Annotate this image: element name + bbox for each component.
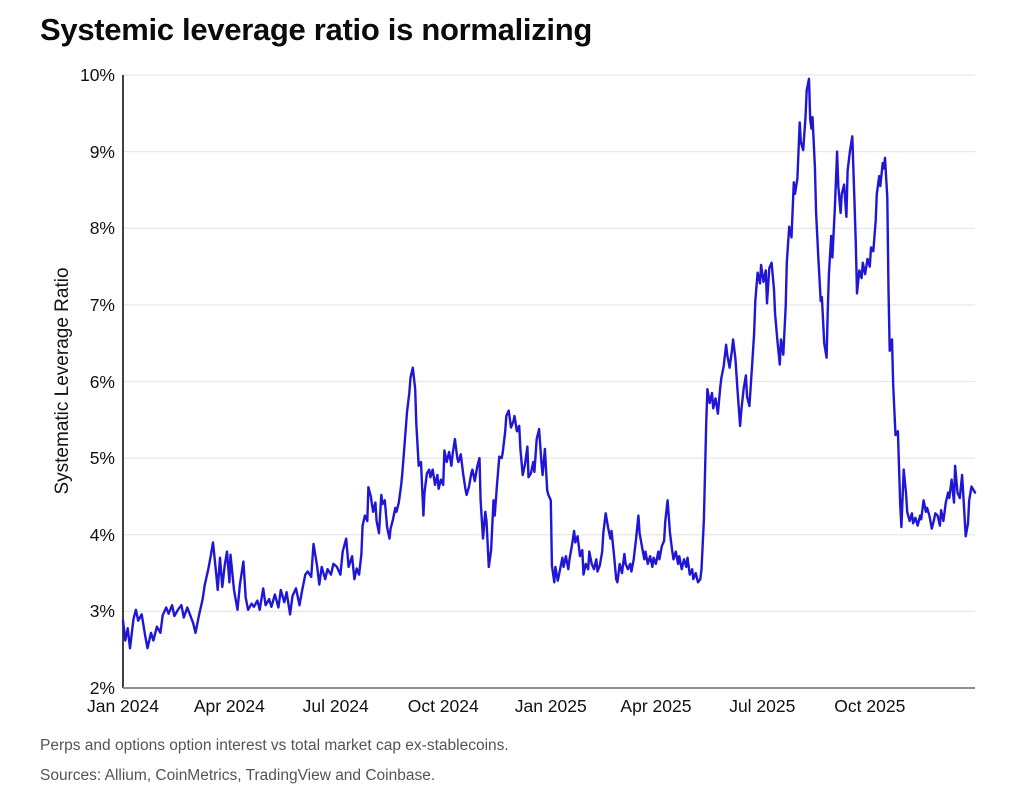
y-tick-label: 8% [89, 218, 115, 239]
x-tick-label: Jan 2025 [514, 696, 587, 716]
y-tick-label: 5% [89, 448, 115, 469]
x-tick-label: Apr 2025 [620, 696, 692, 716]
y-tick-label: 10% [79, 65, 115, 85]
chart-title: Systemic leverage ratio is normalizing [40, 12, 592, 47]
y-tick-label: 4% [89, 524, 115, 545]
x-tick-label: Jul 2025 [729, 696, 796, 716]
x-tick-label: Jul 2024 [302, 696, 369, 716]
y-tick-label: 3% [89, 601, 115, 622]
y-tick-label: 2% [89, 678, 115, 698]
x-tick-label: Jan 2024 [86, 696, 159, 716]
x-tick-label: Apr 2024 [193, 696, 265, 716]
x-tick-label: Oct 2024 [407, 696, 479, 716]
footnote-description: Perps and options option interest vs tot… [40, 737, 509, 754]
x-tick-label: Oct 2025 [834, 696, 906, 716]
y-tick-label: 6% [89, 371, 115, 392]
leverage-ratio-line [121, 77, 977, 650]
y-tick-label: 7% [89, 294, 115, 315]
footnote-sources: Sources: Allium, CoinMetrics, TradingVie… [40, 767, 436, 784]
y-tick-label: 9% [89, 141, 115, 162]
